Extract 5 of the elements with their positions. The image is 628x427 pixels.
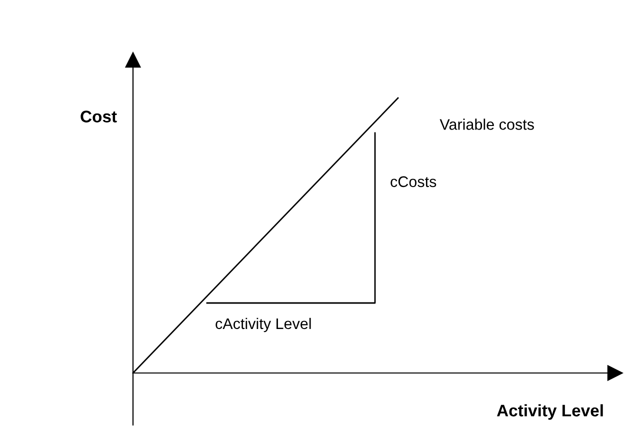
y-axis-title: Cost [80,110,117,122]
text: Variable costs [440,118,534,130]
annotation: cCosts [390,176,436,188]
annotation: cActivity Level [216,318,311,332]
x-axis-title: Activity Level [496,404,603,420]
